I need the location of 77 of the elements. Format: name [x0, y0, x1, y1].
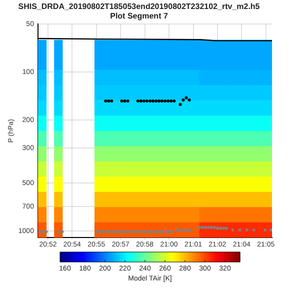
point — [94, 230, 98, 234]
point — [119, 230, 122, 234]
point — [168, 230, 171, 234]
point — [137, 230, 140, 234]
point — [44, 230, 48, 234]
point — [222, 226, 226, 230]
point — [200, 226, 204, 229]
point — [231, 228, 234, 232]
point — [190, 228, 193, 232]
point — [178, 103, 182, 106]
point — [188, 98, 191, 102]
point — [184, 228, 187, 232]
point — [212, 226, 216, 229]
point — [113, 230, 116, 234]
point — [136, 99, 140, 102]
point — [204, 226, 207, 229]
point — [98, 230, 101, 234]
point — [107, 230, 110, 234]
point — [210, 226, 213, 229]
point — [166, 99, 170, 102]
point — [158, 230, 162, 234]
point — [145, 99, 148, 102]
point — [164, 230, 168, 234]
point — [126, 99, 130, 102]
point — [110, 230, 114, 234]
point — [148, 99, 152, 102]
point — [149, 230, 152, 234]
point — [184, 96, 188, 100]
point — [104, 99, 108, 102]
point — [60, 230, 64, 234]
point — [104, 230, 108, 234]
point — [38, 230, 42, 234]
point — [110, 99, 114, 102]
point — [164, 99, 167, 102]
point — [225, 226, 228, 230]
point — [123, 99, 126, 102]
chart-subtitle: Plot Segment 7 — [110, 12, 168, 21]
chart-title: SHIS_DRDA_20190802T185053end20190802T232102_rtv_m2.h5 — [18, 2, 260, 12]
point — [238, 228, 242, 232]
point — [128, 230, 132, 234]
point — [170, 99, 173, 102]
point — [170, 230, 174, 234]
point — [139, 99, 142, 102]
point — [41, 230, 44, 234]
point — [216, 226, 219, 230]
point — [178, 228, 181, 232]
point — [186, 228, 190, 232]
point — [160, 99, 164, 102]
point — [180, 228, 184, 232]
point — [172, 99, 176, 102]
point — [58, 230, 61, 234]
point — [219, 226, 222, 230]
point — [252, 228, 256, 232]
point — [182, 98, 185, 102]
point — [206, 226, 210, 229]
point — [116, 230, 120, 234]
point — [142, 99, 146, 102]
point — [134, 230, 138, 234]
point — [146, 230, 150, 234]
point — [263, 228, 266, 232]
point — [107, 99, 110, 102]
point — [198, 226, 201, 229]
point — [140, 230, 144, 234]
point — [155, 230, 158, 234]
point — [154, 99, 158, 102]
point — [162, 230, 165, 234]
point — [125, 230, 128, 234]
point — [157, 99, 160, 102]
point — [245, 228, 248, 232]
point — [143, 230, 146, 234]
point — [100, 230, 104, 234]
point — [122, 230, 126, 234]
point — [120, 99, 124, 102]
point — [152, 230, 156, 234]
point — [131, 230, 134, 234]
point — [174, 228, 178, 231]
point — [151, 99, 154, 102]
